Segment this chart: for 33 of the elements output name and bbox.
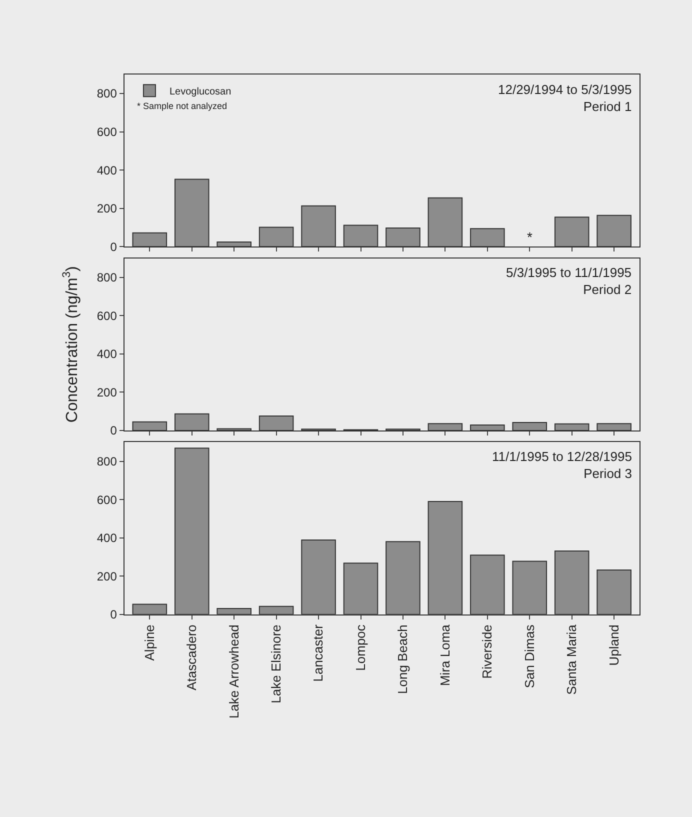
x-tick-label: Upland bbox=[606, 624, 622, 666]
x-tick-label: Lake Elsinore bbox=[268, 624, 284, 704]
y-tick-label: 0 bbox=[110, 608, 118, 622]
y-tick-label: 800 bbox=[96, 454, 118, 469]
x-tick-label: Santa Maria bbox=[564, 624, 580, 695]
x-tick-label: Lake Arrowhead bbox=[226, 624, 242, 719]
x-tick-label: Riverside bbox=[480, 624, 495, 679]
x-tick-label: Lompoc bbox=[352, 624, 368, 671]
y-tick-label: 600 bbox=[96, 308, 118, 323]
y-tick-label: 600 bbox=[96, 492, 118, 507]
annotation: * bbox=[527, 229, 533, 245]
y-tick-label: 800 bbox=[96, 86, 118, 101]
y-tick-label: 400 bbox=[96, 163, 118, 178]
x-tick-label: Lancaster bbox=[310, 624, 326, 682]
y-tick-label: 200 bbox=[96, 569, 118, 584]
legend-label: Levoglucosan bbox=[169, 86, 232, 98]
y-tick-label: 200 bbox=[96, 202, 118, 216]
x-tick-label: Mira Loma bbox=[437, 624, 452, 686]
x-tick-label: Atascadero bbox=[184, 624, 200, 690]
y-tick-label: 400 bbox=[96, 531, 118, 546]
x-tick-label: San Dimas bbox=[522, 624, 537, 688]
y-tick-label: 400 bbox=[96, 347, 118, 362]
x-tick-label: Long Beach bbox=[395, 624, 410, 694]
x-tick-label: Alpine bbox=[142, 624, 157, 661]
y-tick-label: 200 bbox=[96, 385, 118, 400]
annotation: * Sample not analyzed bbox=[137, 101, 228, 111]
y-tick-label: 0 bbox=[110, 424, 118, 438]
annotation: 11/1/1995 to 12/28/1995 Period 3 bbox=[492, 449, 632, 481]
y-tick-label: 0 bbox=[110, 240, 118, 254]
annotation: 12/29/1994 to 5/3/1995 Period 1 bbox=[498, 82, 632, 114]
annotation: 5/3/1995 to 11/1/1995 Period 2 bbox=[506, 265, 632, 297]
y-tick-label: 600 bbox=[96, 125, 118, 139]
y-tick-label: 800 bbox=[96, 270, 118, 285]
